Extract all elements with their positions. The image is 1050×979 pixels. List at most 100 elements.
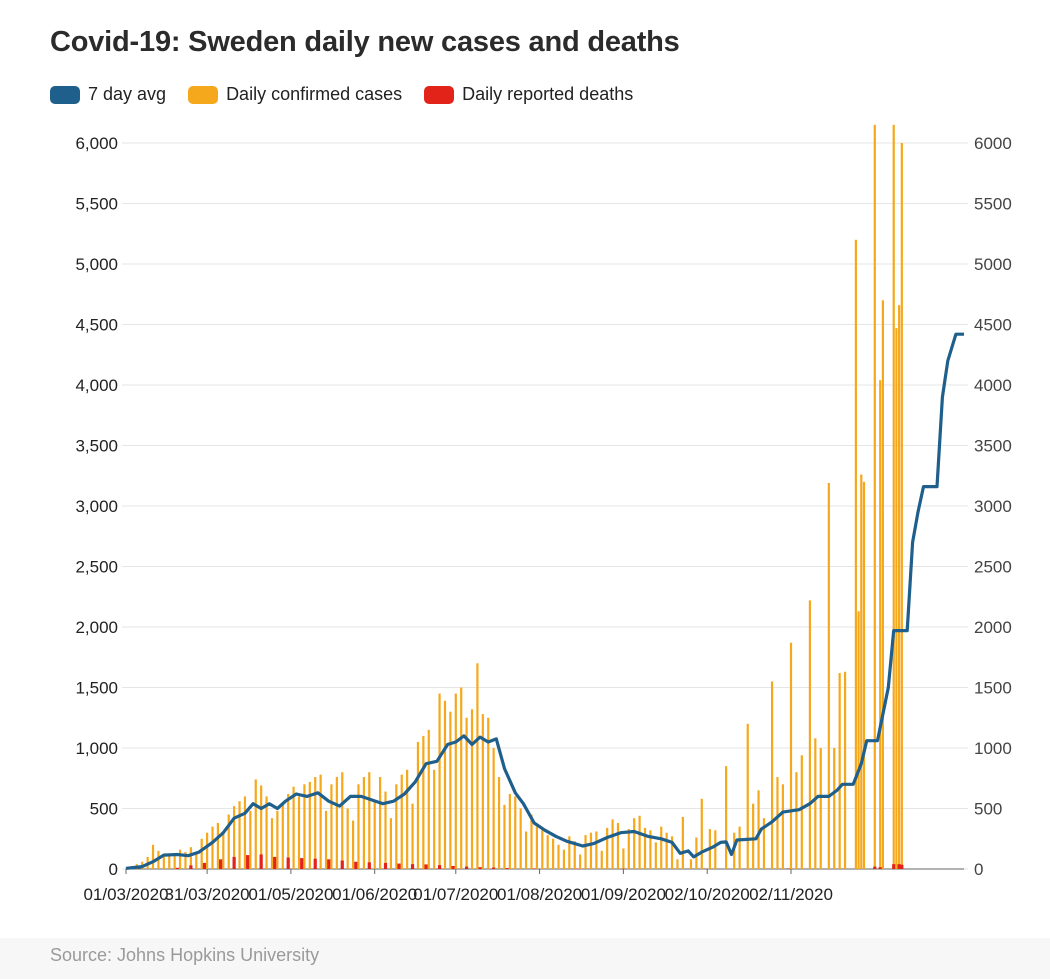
y-tick-label-left: 0 xyxy=(109,860,118,879)
legend-swatch-deaths xyxy=(424,85,455,104)
death-bar xyxy=(478,867,482,869)
case-bar xyxy=(406,769,409,869)
footer-bar xyxy=(0,938,1050,979)
y-tick-label-right: 4500 xyxy=(974,316,1012,335)
case-bar xyxy=(227,814,230,869)
death-bar xyxy=(424,864,428,869)
legend-swatch-avg xyxy=(50,85,80,104)
x-tick-label: 01/08/2020 xyxy=(497,885,582,904)
death-bar xyxy=(786,868,790,869)
y-tick-label-right: 2500 xyxy=(974,558,1012,577)
x-tick-label: 01/07/2020 xyxy=(413,885,498,904)
death-bar xyxy=(273,856,277,869)
case-bar xyxy=(470,709,474,869)
death-bar xyxy=(286,857,290,869)
case-bar xyxy=(433,769,436,869)
case-bar xyxy=(611,819,614,869)
case-bar xyxy=(606,827,609,869)
y-tick-label-right: 3500 xyxy=(974,437,1012,456)
y-tick-label-left: 2,500 xyxy=(75,558,118,577)
case-bar xyxy=(827,483,830,869)
case-bar xyxy=(292,786,295,869)
x-tick-label: 02/11/2020 xyxy=(749,885,833,904)
legend-label-deaths: Daily reported deaths xyxy=(462,84,634,104)
case-bar xyxy=(676,859,679,869)
y-tick-label-right: 1000 xyxy=(974,739,1012,758)
case-bar xyxy=(695,837,698,869)
case-bar xyxy=(738,826,741,869)
case-bar xyxy=(260,785,263,869)
case-bar xyxy=(557,844,560,869)
death-bar xyxy=(410,864,415,869)
case-bar xyxy=(643,827,647,869)
case-bar xyxy=(151,844,155,869)
death-bar xyxy=(367,862,371,869)
case-bar xyxy=(714,830,717,869)
legend-item-cases: Daily confirmed cases xyxy=(188,84,402,105)
case-bar xyxy=(438,693,441,869)
source-note: Source: Johns Hopkins University xyxy=(50,945,320,965)
case-bar xyxy=(800,755,803,869)
case-bar xyxy=(854,239,857,870)
case-bar xyxy=(895,328,898,869)
death-bar xyxy=(900,864,904,869)
case-bar xyxy=(757,790,760,869)
case-bar xyxy=(660,826,663,869)
case-bar xyxy=(600,850,603,869)
death-bar xyxy=(313,858,317,869)
y-tick-label-right: 5000 xyxy=(974,255,1012,274)
case-bar xyxy=(898,305,901,869)
death-bar xyxy=(340,860,344,869)
legend-label-avg: 7 day avg xyxy=(88,84,167,104)
case-bar xyxy=(814,738,817,869)
y-tick-label-left: 3,000 xyxy=(75,497,118,516)
case-bar xyxy=(265,796,268,869)
case-bar xyxy=(530,814,533,869)
case-bar xyxy=(222,832,225,869)
x-tick-label: 02/10/2020 xyxy=(665,885,750,904)
case-bar xyxy=(211,826,214,869)
case-bar xyxy=(573,841,576,869)
case-bar xyxy=(276,810,279,869)
case-bar xyxy=(195,853,198,869)
death-bar xyxy=(878,867,882,869)
case-bar xyxy=(633,818,636,869)
death-bar xyxy=(202,862,206,869)
case-bar xyxy=(562,849,566,869)
case-bar xyxy=(808,600,812,869)
y-tick-label-right: 2000 xyxy=(974,618,1012,637)
case-bar xyxy=(427,729,430,869)
chart-title: Covid-19: Sweden daily new cases and dea… xyxy=(50,26,680,58)
case-bar xyxy=(341,772,344,869)
case-bar xyxy=(833,748,836,869)
case-bar xyxy=(281,802,284,869)
case-bar xyxy=(287,793,290,869)
y-tick-label-left: 5,500 xyxy=(75,195,118,214)
case-bar xyxy=(508,793,511,869)
case-bar xyxy=(249,810,252,869)
case-bar xyxy=(487,717,490,869)
case-bar xyxy=(373,801,376,869)
case-bar xyxy=(330,784,333,869)
case-bar xyxy=(481,714,484,869)
case-bar xyxy=(270,818,274,869)
x-tick-label: 01/09/2020 xyxy=(581,885,666,904)
case-bar xyxy=(776,777,779,869)
y-tick-label-right: 5500 xyxy=(974,195,1012,214)
case-bar xyxy=(324,810,328,869)
death-bar xyxy=(505,868,509,869)
death-bar xyxy=(437,865,442,869)
y-tick-label-right: 0 xyxy=(974,860,983,879)
case-bar xyxy=(892,124,895,870)
case-bar xyxy=(362,777,365,869)
case-bar xyxy=(689,859,693,869)
y-tick-label-left: 3,500 xyxy=(75,437,118,456)
x-tick-label: 01/06/2020 xyxy=(332,885,417,904)
death-bar xyxy=(246,855,250,869)
case-bar xyxy=(541,830,544,869)
case-bar xyxy=(746,723,749,869)
case-bar xyxy=(297,796,301,869)
case-bar xyxy=(622,848,625,869)
case-bar xyxy=(654,842,657,869)
case-bar xyxy=(395,784,398,869)
